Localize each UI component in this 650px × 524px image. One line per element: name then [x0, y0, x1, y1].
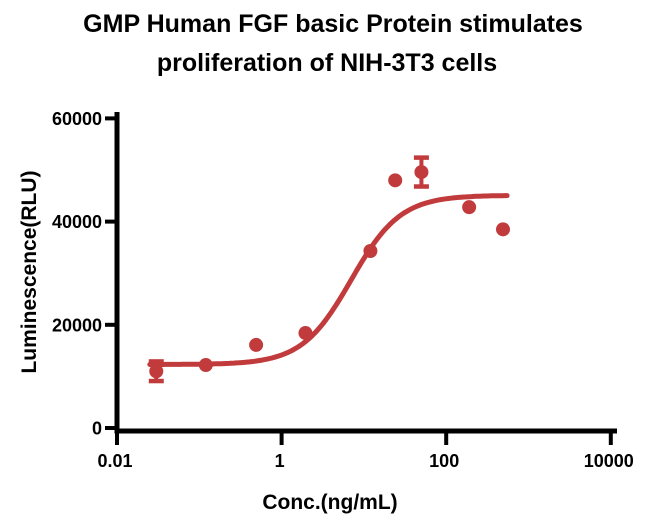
data-points	[148, 155, 511, 384]
x-tick-label: 0.01	[97, 451, 132, 471]
data-point	[198, 358, 213, 373]
fit-curve-group	[147, 193, 510, 367]
y-tick-label: 20000	[52, 315, 102, 335]
chart-title-line-2: proliferation of NIH-3T3 cells	[157, 49, 497, 77]
data-point	[249, 337, 264, 352]
data-point	[363, 244, 378, 259]
chart-title-line-1: GMP Human FGF basic Protein stimulates	[83, 10, 583, 38]
data-point	[462, 200, 477, 215]
data-point	[388, 173, 403, 188]
data-point	[149, 364, 164, 379]
y-tick-label: 60000	[52, 109, 102, 129]
y-axis-title: Luminescence(RLU)	[18, 170, 41, 373]
y-tick-label: 40000	[52, 212, 102, 232]
y-tick-label: 0	[92, 419, 102, 439]
x-tick-label: 10000	[584, 451, 634, 471]
data-point	[414, 165, 429, 180]
x-tick-label: 1	[275, 451, 285, 471]
x-axis-title: Conc.(ng/mL)	[262, 491, 397, 514]
fit-curve	[147, 193, 510, 367]
tick-labels: 0 20000 40000 60000 0.01 1 100 10000	[52, 109, 634, 471]
data-point	[298, 326, 313, 341]
x-tick-label: 100	[429, 451, 459, 471]
axes	[105, 112, 617, 445]
data-point	[496, 222, 511, 237]
